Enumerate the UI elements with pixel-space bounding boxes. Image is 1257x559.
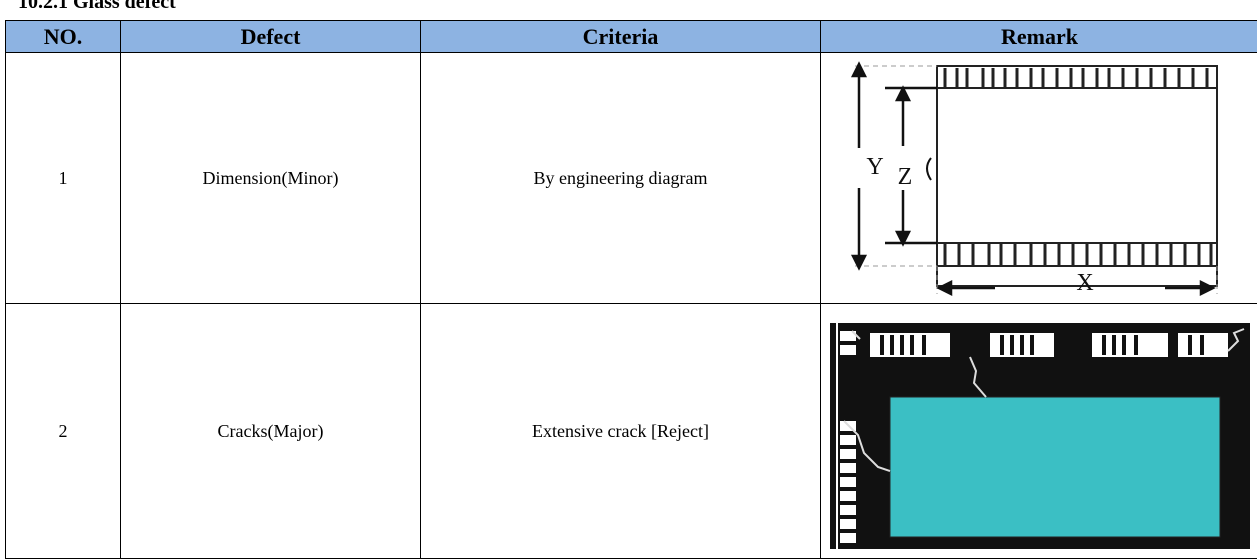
figure-label: Y xyxy=(866,154,883,180)
remark-cell xyxy=(821,304,1257,559)
header-row: NO. Defect Criteria Remark xyxy=(6,21,1257,53)
cell: By engineering diagram xyxy=(421,53,821,304)
cell: Dimension(Minor) xyxy=(121,53,421,304)
crack-diagram xyxy=(830,311,1250,551)
remark-cell: Y Z X xyxy=(821,53,1257,304)
table-row: 1 Dimension(Minor) By engineering diagra… xyxy=(6,53,1257,304)
dimension-diagram: Y Z X xyxy=(845,58,1235,298)
header-cell: Criteria xyxy=(421,21,821,53)
section-heading: 10.2.1 Glass defect xyxy=(18,0,176,14)
header-cell: NO. xyxy=(6,21,121,53)
figure-label: Z xyxy=(897,164,912,190)
header-cell: Remark xyxy=(821,21,1257,53)
cell: 1 xyxy=(6,53,121,304)
defect-table: NO. Defect Criteria Remark 1 Dimension(M… xyxy=(5,20,1257,559)
cell: Cracks(Major) xyxy=(121,304,421,559)
cell: Extensive crack [Reject] xyxy=(421,304,821,559)
table-row: 2 Cracks(Major) Extensive crack [Reject] xyxy=(6,304,1257,559)
cell: 2 xyxy=(6,304,121,559)
header-cell: Defect xyxy=(121,21,421,53)
figure-label: X xyxy=(1076,270,1093,296)
